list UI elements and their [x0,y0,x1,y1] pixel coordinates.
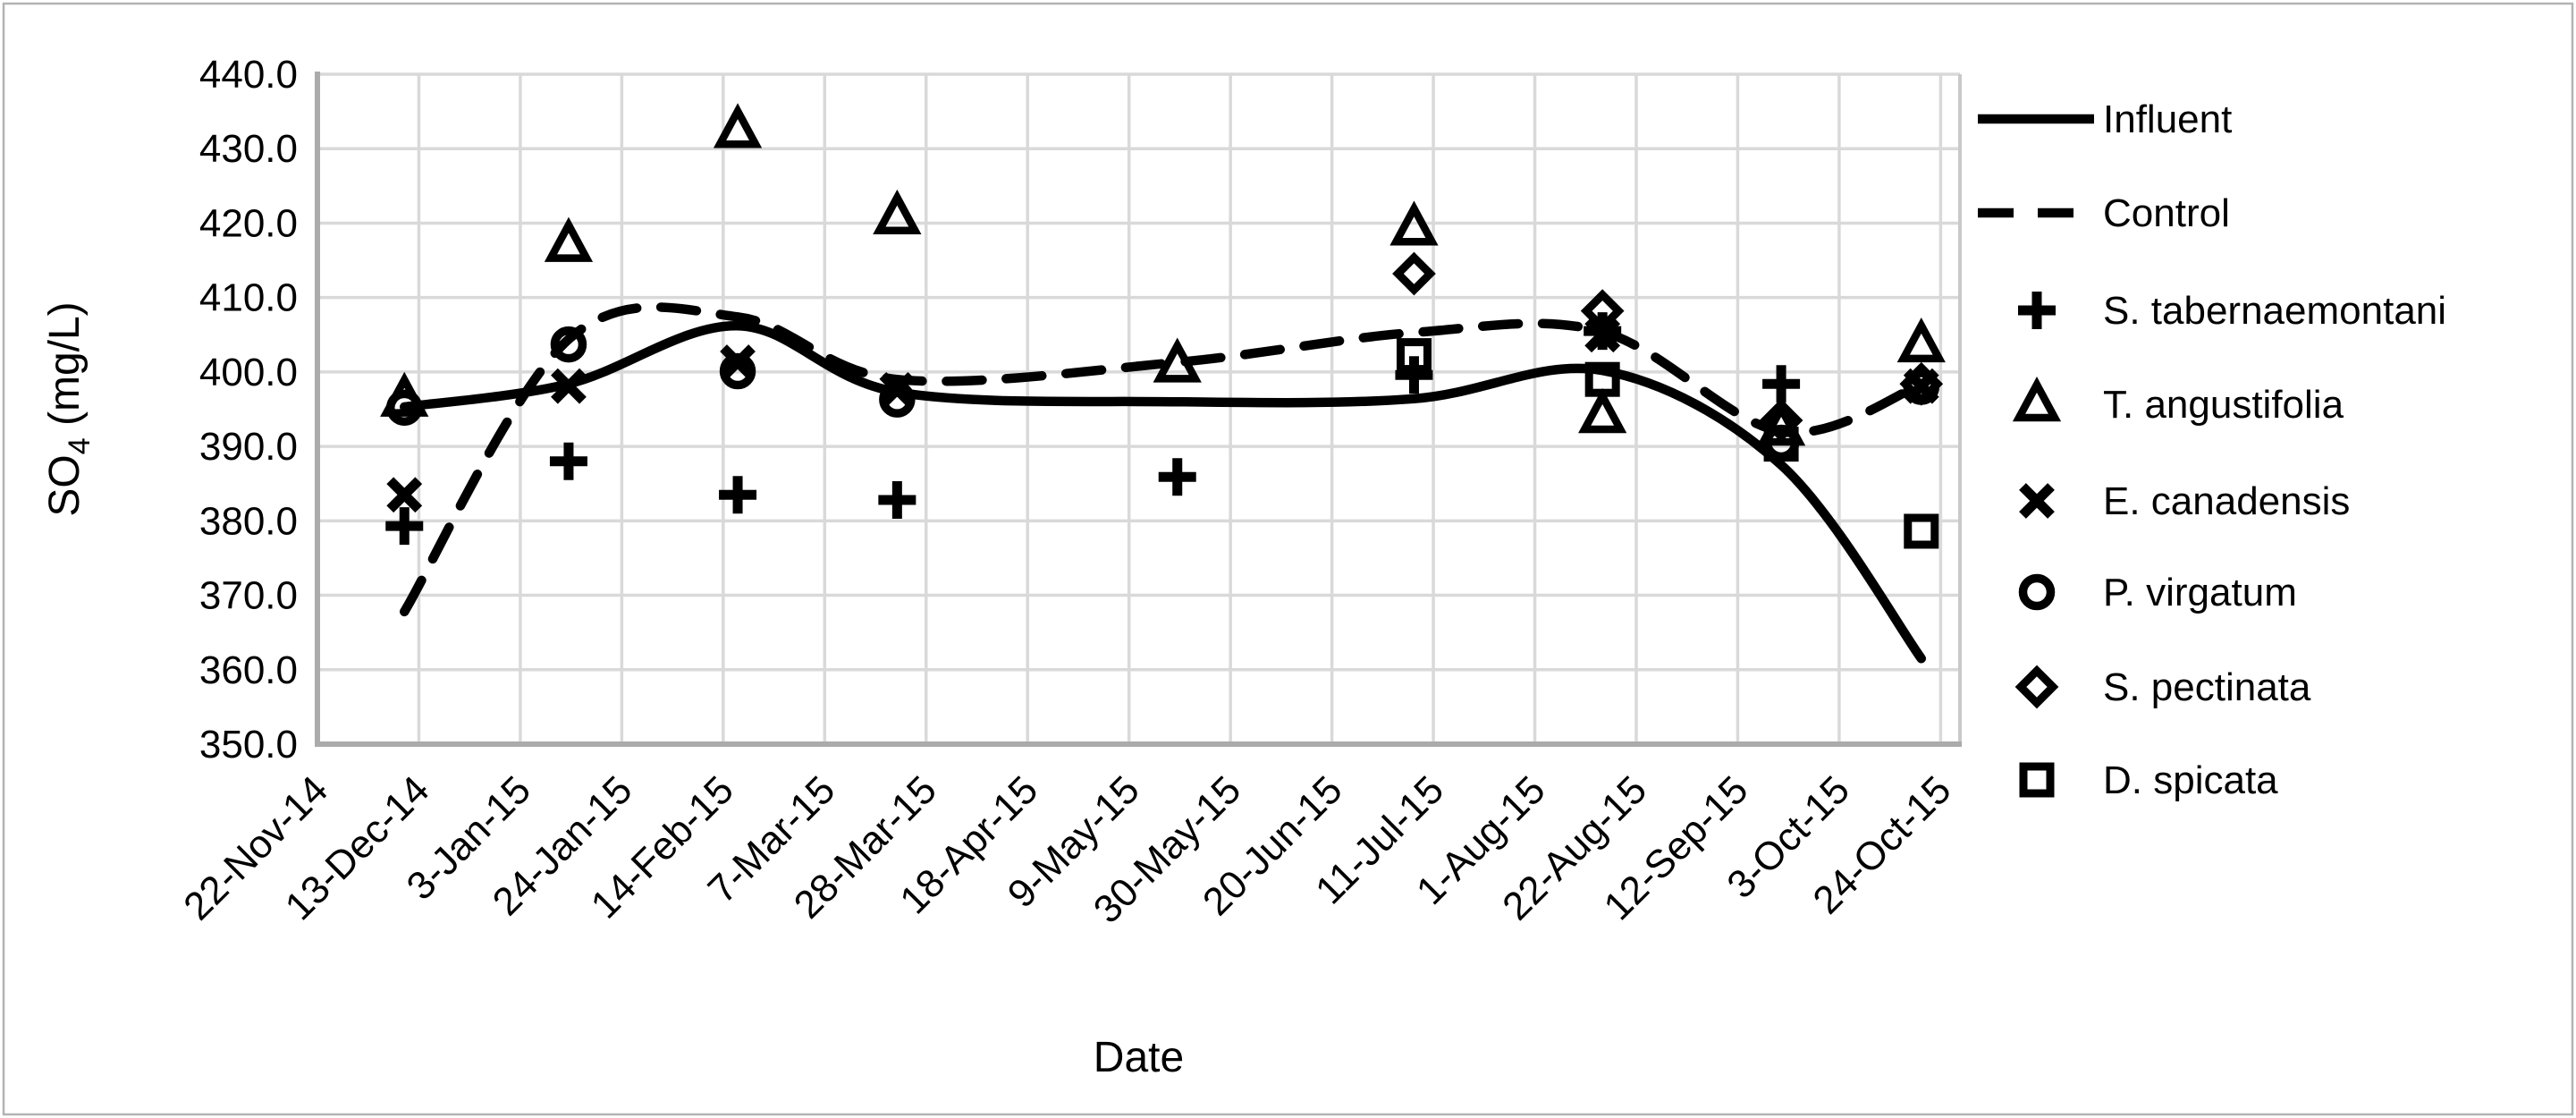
t-angustifolia-legend-marker [2012,377,2062,422]
s-pectinata-point [1759,398,1803,443]
y-tick-label: 370.0 [199,574,298,618]
d-spicata-point [1396,338,1432,374]
s-tabernaemontani-point [385,507,424,546]
p-virgatum-point [550,326,587,363]
series-control [400,302,1927,617]
p-virgatum-point [879,381,916,418]
legend-item-t-angustifolia: T. angustifolia [2012,377,2344,427]
y-tick-label: 430.0 [199,127,298,171]
d-spicata-point [1584,361,1620,397]
legend-item-s-tabernaemontani: S. tabernaemontani [2018,289,2446,333]
s-tabernaemontani-point [1395,356,1433,394]
legend-item-influent: Influent [1978,97,2232,141]
series-s-tabernaemontani [385,312,1801,546]
s-tabernaemontani-point [719,476,757,514]
series-d-spicata [1396,338,1939,549]
d-spicata-legend-marker [2019,762,2055,798]
legend-item-e-canadensis: E. canadensis [2019,479,2350,523]
legend-label: T. angustifolia [2103,383,2344,427]
legend-label: S. tabernaemontani [2103,289,2446,333]
y-axis-title: SO4 (mg/L) [41,301,97,516]
legend-label: S. pectinata [2103,665,2311,709]
series-s-pectinata [1392,251,1944,443]
legend-label: P. virgatum [2103,571,2297,614]
legend-label: E. canadensis [2103,479,2350,523]
s-tabernaemontani-point [878,481,916,520]
e-canadensis-point [1584,317,1621,353]
t-angustifolia-point [1578,388,1627,434]
legend-label: Control [2103,191,2230,235]
influent-line [400,321,1927,664]
s-tabernaemontani-point [549,442,587,480]
legend-item-control: Control [1978,191,2230,235]
legend-item-s-pectinata: S. pectinata [2014,665,2311,709]
legend: Influent Control S. tabernaemontani T. angu… [1978,97,2446,802]
s-pectinata-point [1899,361,1944,406]
control-line [400,302,1927,617]
t-angustifolia-point [873,189,922,235]
y-tick-labels: 440.0 430.0 420.0 410.0 400.0 390.0 380.0 370.0… [199,53,298,767]
e-canadensis-point [720,344,756,380]
e-canadensis-legend-marker [2019,483,2055,519]
s-pectinata-legend-marker [2014,665,2059,709]
y-tick-label: 440.0 [199,53,298,97]
y-tick-label: 410.0 [199,276,298,320]
x-axis-title: Date [1094,1034,1184,1081]
s-tabernaemontani-point [1762,365,1801,403]
y-tick-label: 390.0 [199,425,298,469]
t-angustifolia-point [1389,200,1439,246]
t-angustifolia-point [1153,337,1202,383]
y-tick-label: 350.0 [199,723,298,767]
y-tick-label: 420.0 [199,201,298,245]
y-tick-label: 380.0 [199,499,298,543]
d-spicata-point [1763,427,1799,462]
p-virgatum-point [386,389,423,427]
p-virgatum-legend-marker [2018,573,2056,611]
legend-label: D. spicata [2103,758,2278,802]
y-tick-label: 400.0 [199,351,298,394]
e-canadensis-point [386,477,423,513]
legend-item-p-virgatum: P. virgatum [2018,571,2297,614]
series-influent [400,321,1927,664]
p-virgatum-point [719,352,756,390]
s-tabernaemontani-legend-marker [2018,292,2056,329]
s-pectinata-point [1580,289,1625,334]
legend-label: Influent [2103,97,2232,141]
t-angustifolia-point [544,216,594,262]
t-angustifolia-point [713,103,763,148]
t-angustifolia-point [1896,317,1946,363]
s-pectinata-point [1392,251,1436,296]
s-tabernaemontani-point [1158,458,1196,496]
y-tick-label: 360.0 [199,648,298,692]
d-spicata-point [1904,513,1939,549]
legend-item-d-spicata: D. spicata [2019,758,2278,802]
e-canadensis-point [551,368,587,404]
